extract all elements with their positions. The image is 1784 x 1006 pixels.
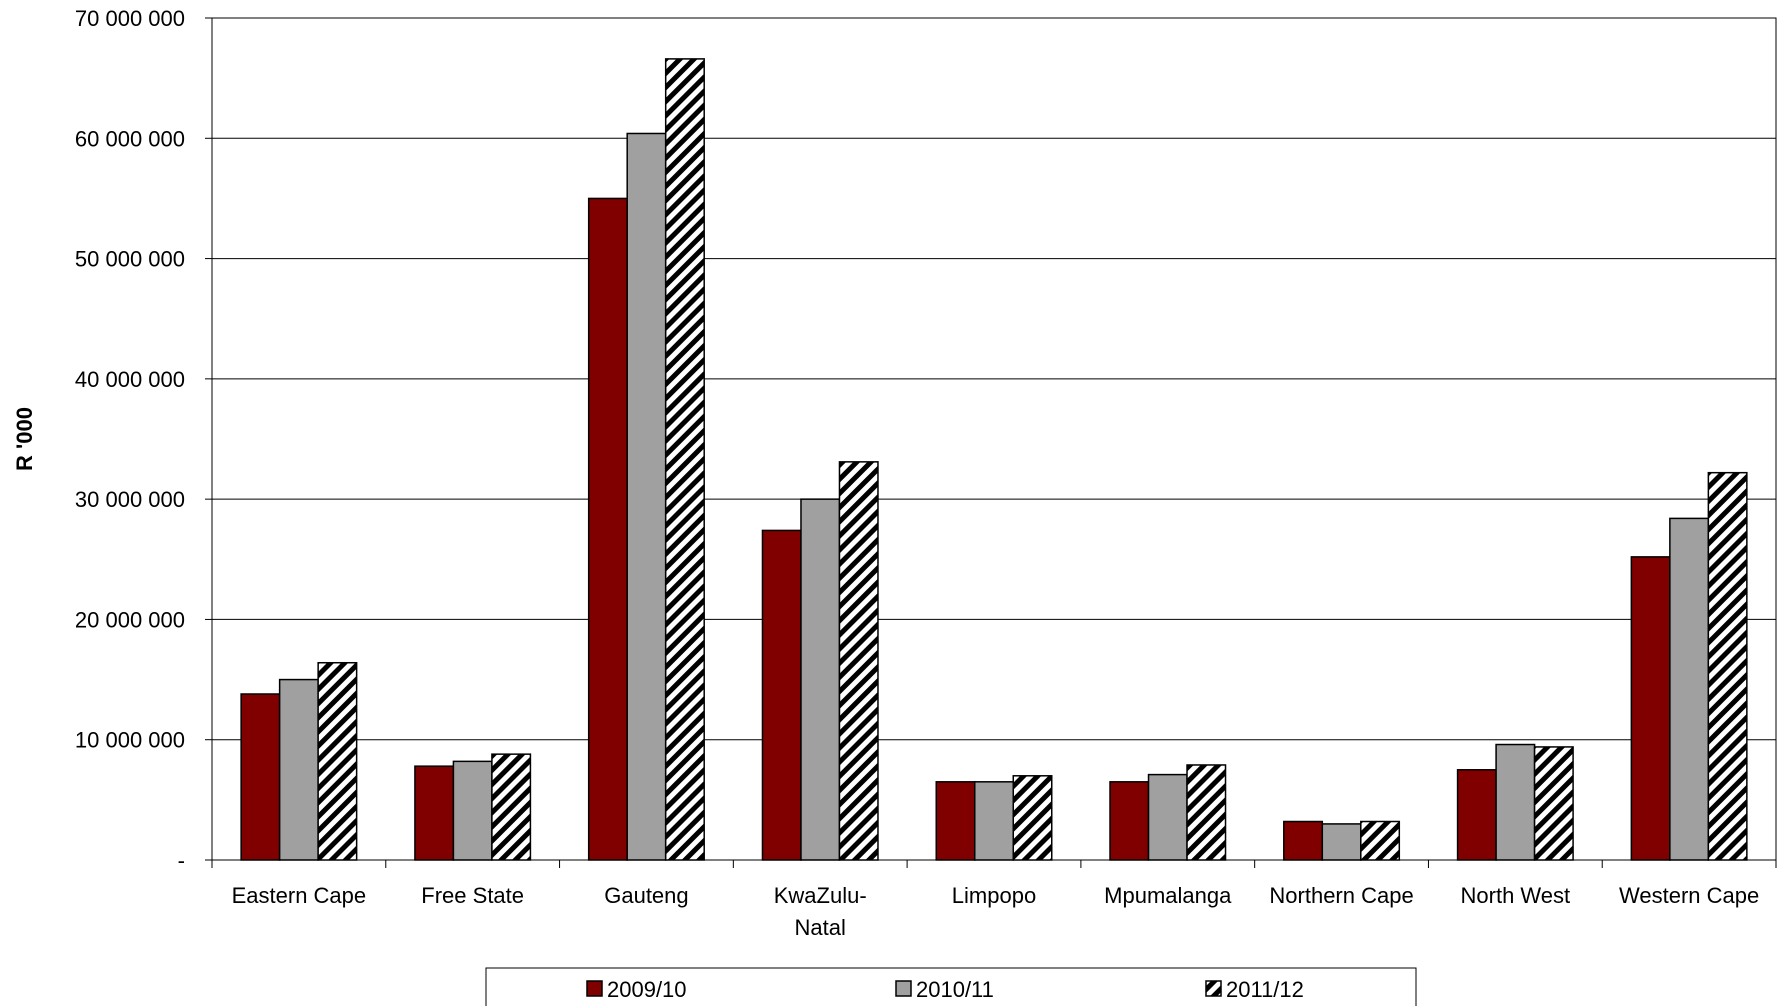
y-tick-label: - (178, 848, 185, 873)
bar-2009-10 (1456, 769, 1497, 861)
x-tick-label: Limpopo (952, 883, 1036, 908)
bar-2011-12 (1186, 764, 1227, 861)
bar-2009-10 (1283, 820, 1324, 861)
legend: 2009/10 2010/11 2011/12 (485, 967, 1417, 1006)
y-tick-label: 30 000 000 (75, 487, 185, 512)
x-tick-label: Mpumalanga (1104, 883, 1232, 908)
bar-2009-10 (414, 765, 455, 861)
bar-2009-10 (761, 529, 802, 861)
x-tick-label: Gauteng (604, 883, 688, 908)
bar-2010-11 (1495, 743, 1536, 861)
gridlines (212, 17, 1776, 741)
bar-2009-10 (240, 693, 281, 861)
bar-2011-12 (491, 753, 532, 861)
y-axis-label: R '000 (12, 407, 37, 471)
bar-2011-12 (1360, 820, 1401, 861)
bar-2010-11 (1147, 773, 1188, 861)
bar-2011-12 (1533, 746, 1574, 861)
x-tick-label: Eastern Cape (232, 883, 367, 908)
legend-label: 2011/12 (1226, 977, 1304, 1002)
bar-2010-11 (1669, 517, 1710, 861)
bar-2011-12 (1707, 471, 1748, 861)
bar-2009-10 (1630, 556, 1671, 861)
x-tick-label: KwaZulu-Natal (774, 883, 867, 940)
legend-box (485, 967, 1417, 1006)
y-tick-label: 40 000 000 (75, 367, 185, 392)
bar-2009-10 (587, 197, 628, 861)
y-tick-label: 50 000 000 (75, 247, 185, 272)
bar-2010-11 (626, 132, 667, 861)
x-tick-label: Western Cape (1619, 883, 1759, 908)
bar-2011-12 (317, 661, 358, 861)
legend-swatch (895, 980, 912, 997)
bar-2011-12 (838, 461, 879, 861)
bar-2009-10 (1109, 781, 1150, 861)
bar-2010-11 (800, 498, 841, 861)
bar-2009-10 (935, 781, 976, 861)
y-tick-label: 10 000 000 (75, 728, 185, 753)
x-tick-label: Free State (421, 883, 524, 908)
legend-swatch (586, 980, 603, 997)
y-tick-labels: - 10 000 000 20 000 000 30 000 000 40 000 00… (75, 6, 185, 873)
plot-area-border (211, 17, 1777, 861)
y-tick-label: 60 000 000 (75, 126, 185, 151)
legend-label: 2010/11 (916, 977, 994, 1002)
x-tick-label: North West (1461, 883, 1571, 908)
bar-2010-11 (1321, 823, 1362, 861)
legend-label: 2009/10 (607, 977, 687, 1002)
x-tick-label: Northern Cape (1269, 883, 1413, 908)
y-tick-label: 20 000 000 (75, 607, 185, 632)
bars (240, 58, 1748, 861)
axes (205, 17, 1777, 868)
bar-2011-12 (664, 58, 705, 861)
y-tick-label: 70 000 000 (75, 6, 185, 31)
bar-2010-11 (974, 781, 1014, 861)
legend-swatch (1205, 980, 1222, 997)
bar-2011-12 (1012, 775, 1053, 861)
bar-2010-11 (278, 678, 319, 861)
category-labels: Eastern Cape Free State Gauteng KwaZulu-Nat… (232, 883, 1760, 940)
bar-2010-11 (452, 760, 493, 861)
